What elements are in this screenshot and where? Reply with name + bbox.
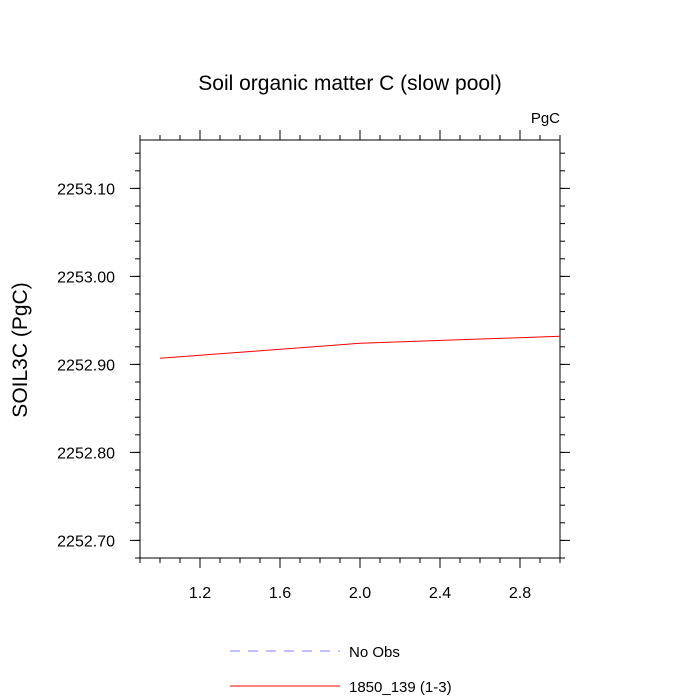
tick-labels: 1.2 1.6 2.0 2.4 2.8 2252.70 2252.80 2252.90 2253…	[57, 181, 531, 602]
y-tick-label: 2252.80	[57, 445, 115, 462]
data-series	[159, 335, 561, 359]
y-axis-label: SOIL3C (PgC)	[9, 282, 32, 417]
x-tick-label: 2.8	[509, 585, 531, 602]
x-tick-label: 1.2	[189, 585, 211, 602]
y-tick-label: 2253.00	[57, 269, 115, 286]
legend-label: No Obs	[349, 644, 400, 661]
legend-label: 1850_139 (1-3)	[349, 679, 452, 696]
y-tick-label: 2253.10	[57, 181, 115, 198]
x-tick-label: 1.6	[269, 585, 291, 602]
y-tick-label: 2252.70	[57, 533, 115, 550]
chart-title: Soil organic matter C (slow pool)	[198, 72, 501, 95]
units-label: PgC	[531, 110, 560, 127]
x-tick-label: 2.4	[429, 585, 451, 602]
series-line	[159, 335, 561, 359]
axis-ticks	[130, 130, 570, 568]
plot-frame	[139, 139, 561, 559]
x-tick-label: 2.0	[349, 585, 371, 602]
legend: No Obs 1850_139 (1-3)	[230, 644, 452, 696]
y-tick-label: 2252.90	[57, 357, 115, 374]
